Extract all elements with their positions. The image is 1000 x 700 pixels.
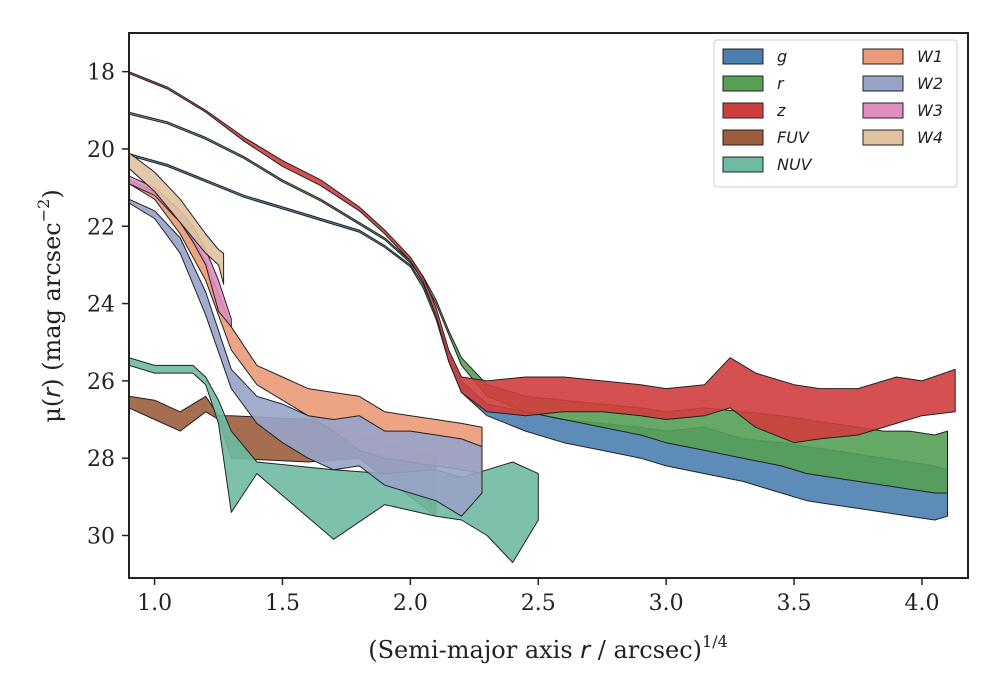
x-tick-label: 2.5: [521, 591, 556, 616]
legend-label-w3: W3: [917, 101, 943, 120]
band-w2: [129, 198, 483, 517]
legend-swatch-w1: [862, 48, 904, 65]
band-w4: [129, 152, 225, 285]
legend-label-fuv: FUV: [777, 128, 810, 147]
x-tick-label: 1.5: [265, 591, 300, 616]
legend-swatch-w4: [862, 129, 904, 146]
legend-swatch-w3: [862, 102, 904, 119]
legend-swatch-z: [722, 102, 764, 119]
legend-swatch-fuv: [722, 129, 764, 146]
y-tick-label: 26: [87, 370, 115, 395]
legend-label-g: g: [777, 47, 787, 66]
x-axis-label: (Semi-major axis r / arcsec)1/4: [368, 632, 728, 664]
x-tick-label: 1.0: [137, 591, 172, 616]
legend-label-w1: W1: [917, 47, 943, 66]
plot-frame: [128, 32, 969, 579]
y-axis: 18 20 22 24 26 28 30: [87, 61, 129, 549]
x-tick-label: 2.0: [393, 591, 428, 616]
legend-swatch-r: [722, 75, 764, 92]
y-tick-label: 20: [87, 138, 115, 163]
x-axis: 1.0 1.5 2.0 2.5 3.0 3.5 4.0: [137, 578, 939, 616]
band-nuv: [129, 357, 539, 563]
y-tick-label: 22: [87, 215, 115, 240]
legend-swatch-nuv: [722, 156, 764, 173]
legend: grz FUV NUV W1 W2 W3 W4: [713, 39, 958, 188]
y-tick-label: 28: [87, 447, 115, 472]
legend-label-w2: W2: [917, 74, 943, 93]
legend-label-z: z: [776, 101, 786, 120]
plot-bands: [129, 71, 956, 563]
y-tick-label: 18: [87, 61, 115, 86]
legend-swatch-w2: [862, 75, 904, 92]
y-tick-label: 24: [87, 293, 115, 318]
legend-label-r: r: [777, 74, 785, 93]
legend-swatch-g: [722, 48, 764, 65]
legend-label-w4: W4: [917, 128, 943, 147]
x-tick-label: 3.0: [649, 591, 684, 616]
x-tick-label: 4.0: [904, 591, 939, 616]
legend-label-nuv: NUV: [777, 155, 813, 174]
y-tick-label: 30: [87, 524, 115, 549]
x-tick-label: 3.5: [777, 591, 812, 616]
y-axis-label: μ(r) (mag arcsec−2): [34, 189, 66, 422]
band-z: [129, 71, 956, 444]
